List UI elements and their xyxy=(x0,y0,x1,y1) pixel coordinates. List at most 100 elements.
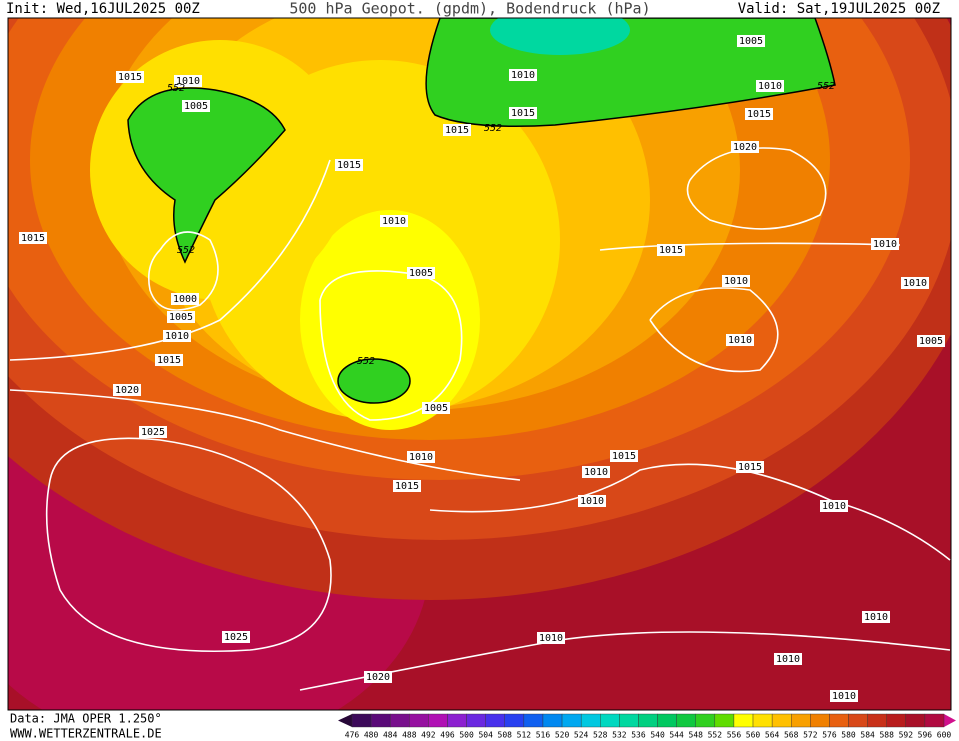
isobar-label-box xyxy=(537,632,565,644)
isobar-label-box xyxy=(139,426,167,438)
colorbar-swatch xyxy=(409,713,429,728)
isobar-label-box xyxy=(774,653,802,665)
colorbar-label: 548 xyxy=(689,731,704,740)
isobar-label-box xyxy=(163,330,191,342)
isobar-label-box xyxy=(657,244,685,256)
isobar-label: 1020 xyxy=(733,142,757,153)
colorbar-swatch xyxy=(810,713,830,728)
isobar xyxy=(45,437,332,653)
colorbar-label: 536 xyxy=(631,731,646,740)
colorbar-label: 528 xyxy=(593,731,608,740)
isobar-label-box xyxy=(509,69,537,81)
isobar xyxy=(649,287,779,373)
colorbar-swatch xyxy=(752,713,773,728)
colorbar-swatch xyxy=(886,713,907,728)
colorbar-swatch xyxy=(619,713,639,728)
colorbar-label: 484 xyxy=(383,731,398,740)
isobar-label: 1010 xyxy=(165,331,189,342)
isobar-label: 1010 xyxy=(776,654,800,665)
colorbar-swatch xyxy=(351,713,372,728)
map-frame xyxy=(7,17,952,711)
isobar-label: 1005 xyxy=(169,312,193,323)
colorbar-label: 500 xyxy=(459,731,474,740)
isobar-label: 1015 xyxy=(612,451,636,462)
isobar-label: 1005 xyxy=(739,36,763,47)
colorbar-swatch xyxy=(657,713,677,728)
isobar-label-box xyxy=(726,334,754,346)
colorbar-label: 580 xyxy=(841,731,856,740)
isobar-label: 1010 xyxy=(758,81,782,92)
colorbar-arrow-left xyxy=(338,714,352,727)
isobar xyxy=(299,631,951,691)
init-time: Init: Wed,16JUL2025 00Z xyxy=(6,1,200,17)
colorbar-swatch xyxy=(638,713,658,728)
colorbar-swatch xyxy=(428,713,448,728)
colorbar-swatch xyxy=(370,713,391,728)
isobar-label-box xyxy=(407,267,435,279)
valid-time: Valid: Sat,19JUL2025 00Z xyxy=(738,1,940,17)
isobar-label: 1010 xyxy=(580,496,604,507)
isobar-label-box xyxy=(901,277,929,289)
colorbar-swatch xyxy=(867,713,887,728)
colorbar-label: 492 xyxy=(421,731,436,740)
isobar-label: 552 xyxy=(167,83,185,94)
colorbar-swatch xyxy=(905,713,926,728)
isobar-label-box xyxy=(871,238,899,250)
isobar-label: 1010 xyxy=(382,216,406,227)
isobar-label-box xyxy=(171,293,199,305)
colorbar-swatch xyxy=(580,713,601,728)
isobar-label-box xyxy=(222,631,250,643)
isobar-label-box xyxy=(393,480,421,492)
isobar-label: 1010 xyxy=(903,278,927,289)
colorbar-swatch xyxy=(504,713,525,728)
isobar xyxy=(9,389,521,481)
colorbar-label: 556 xyxy=(727,731,742,740)
colorbar-swatch xyxy=(924,713,945,728)
map-title: 500 hPa Geopot. (gpdm), Bodendruck (hPa) xyxy=(289,0,650,18)
isobar-label: 552 xyxy=(484,123,502,134)
colorbar-swatch xyxy=(523,713,544,728)
isobar xyxy=(147,231,219,311)
isobar-label-box xyxy=(830,690,858,702)
isobar-label-box xyxy=(113,384,141,396)
isobar-label-box xyxy=(578,495,606,507)
colorbar-swatch xyxy=(714,713,735,728)
isobar-label: 1010 xyxy=(409,452,433,463)
isobar-label-box xyxy=(745,108,773,120)
colorbar-label: 560 xyxy=(746,731,761,740)
isobar-label-box xyxy=(756,80,784,92)
colorbar-label: 592 xyxy=(899,731,914,740)
data-source: Data: JMA OPER 1.250° xyxy=(10,712,162,726)
isobar-label-box xyxy=(167,311,195,323)
colorbar-label: 600 xyxy=(937,731,952,740)
colorbar-arrow-right xyxy=(944,714,956,727)
isobar xyxy=(429,463,951,561)
isobar-label: 1015 xyxy=(157,355,181,366)
isobar-label: 1010 xyxy=(873,239,897,250)
isobar-label: 1015 xyxy=(747,109,771,120)
colorbar-label: 544 xyxy=(669,731,684,740)
colorbar-label: 520 xyxy=(555,731,570,740)
colorbar-label: 576 xyxy=(822,731,837,740)
isobar-label-box xyxy=(380,215,408,227)
colorbar-label: 552 xyxy=(708,731,723,740)
colorbar-label: 508 xyxy=(498,731,513,740)
colorbar-swatch xyxy=(600,713,620,728)
isobar-label-box xyxy=(443,124,471,136)
isobar-label: 1010 xyxy=(511,70,535,81)
colorbar-swatch xyxy=(542,713,563,728)
isobar-labels: 1015 101055210051015101010155521000100510… xyxy=(19,35,945,702)
colorbar-swatch xyxy=(676,713,696,728)
isobar-label-box xyxy=(820,500,848,512)
isobar-label-box xyxy=(736,461,764,473)
isobar-label: 1025 xyxy=(141,427,165,438)
isobar-label-box xyxy=(407,451,435,463)
isobar-label-box xyxy=(610,450,638,462)
isobar-label: 1015 xyxy=(118,72,142,83)
colorbar-swatch xyxy=(447,713,467,728)
colorbar: 476 480 484 488 492 496 500 504 508 512 516 520 524 5… xyxy=(338,713,956,740)
isobar-label-box xyxy=(731,141,759,153)
